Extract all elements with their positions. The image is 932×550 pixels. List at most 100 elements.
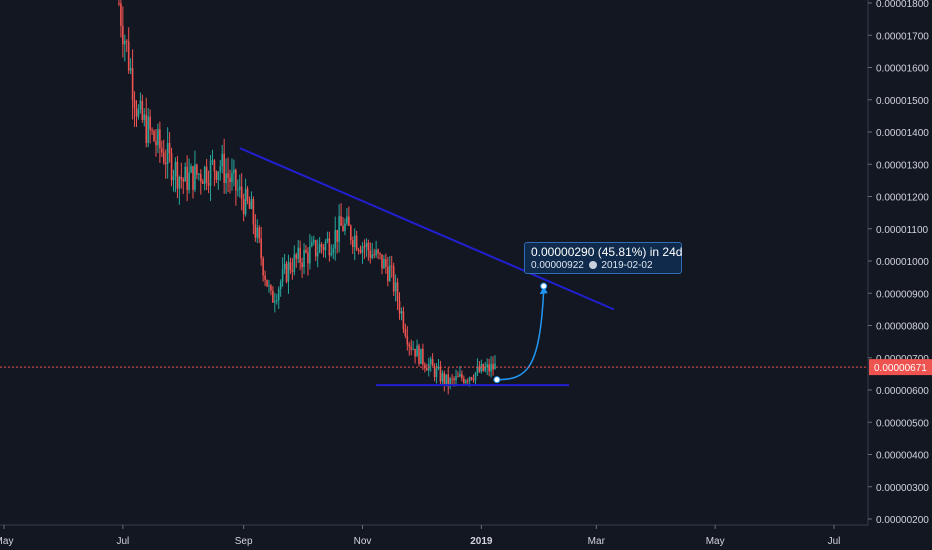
candle-body bbox=[328, 238, 331, 256]
candle-body bbox=[213, 160, 216, 172]
last-price-tag: 0.00000671 bbox=[869, 359, 932, 376]
candle-body bbox=[309, 246, 311, 264]
candle-body bbox=[425, 368, 428, 371]
candle-body bbox=[301, 262, 303, 268]
x-tick-label: May bbox=[0, 536, 13, 547]
candle-body bbox=[474, 372, 477, 381]
y-tick-label: 0.00000800 bbox=[876, 322, 929, 333]
candle-body bbox=[394, 282, 397, 292]
candle-body bbox=[494, 363, 496, 370]
candle-body bbox=[176, 161, 179, 189]
candle-body bbox=[414, 348, 416, 357]
projection-date: 2019-02-02 bbox=[601, 260, 653, 271]
candle-body bbox=[238, 186, 241, 190]
projection-start-point bbox=[493, 376, 501, 384]
candle-body bbox=[342, 225, 344, 231]
candle-body bbox=[279, 282, 282, 290]
candle-body bbox=[311, 242, 313, 247]
candle-body bbox=[412, 348, 414, 350]
candle-body bbox=[422, 348, 424, 365]
candle-body bbox=[390, 265, 393, 267]
candle-body bbox=[283, 263, 286, 269]
candle-body bbox=[472, 379, 475, 381]
candle-body bbox=[174, 161, 177, 177]
candle-body bbox=[221, 153, 224, 167]
x-axis: May Jul Sep Nov 2019 Mar May Jul bbox=[0, 524, 868, 547]
candle-body bbox=[289, 262, 292, 270]
candle-body bbox=[248, 201, 251, 209]
candle-body bbox=[170, 153, 173, 181]
candle-body bbox=[353, 235, 356, 248]
projection-label: 0.00000290 (45.81%) in 24d bbox=[531, 245, 683, 259]
candle-body bbox=[316, 252, 319, 257]
candle-body bbox=[402, 311, 405, 329]
candle-body bbox=[137, 109, 140, 117]
candle-body bbox=[461, 374, 463, 379]
candle-body bbox=[151, 129, 153, 131]
candle-body bbox=[385, 259, 387, 267]
candle-body bbox=[363, 246, 366, 248]
candle-body bbox=[371, 254, 374, 258]
candle-body bbox=[418, 345, 420, 364]
candle-body bbox=[252, 198, 255, 225]
candle-body bbox=[318, 244, 321, 253]
candle-body bbox=[182, 179, 185, 182]
candle-body bbox=[439, 366, 442, 382]
candle-body bbox=[466, 380, 469, 382]
trendlines bbox=[239, 147, 615, 387]
candle-body bbox=[476, 366, 479, 373]
candle-body bbox=[344, 223, 346, 231]
x-tick-label: 2019 bbox=[470, 536, 493, 547]
trendline-resistance bbox=[239, 147, 615, 311]
candle-body bbox=[147, 116, 149, 143]
candle-body bbox=[297, 247, 300, 259]
candle-body bbox=[369, 250, 372, 258]
candle-body bbox=[237, 189, 239, 191]
candle-body bbox=[258, 227, 261, 239]
candle-body bbox=[281, 268, 284, 283]
candle-body bbox=[305, 249, 307, 253]
candle-body bbox=[207, 183, 210, 186]
candle-body bbox=[201, 181, 204, 184]
candle-body bbox=[161, 148, 163, 153]
candle-body bbox=[250, 198, 253, 209]
candle-body bbox=[162, 152, 165, 163]
candle-body bbox=[295, 254, 298, 259]
candle-body bbox=[324, 242, 327, 251]
candle-body bbox=[159, 129, 161, 149]
candle-body bbox=[223, 153, 225, 183]
candle-body bbox=[303, 249, 305, 268]
candle-body bbox=[118, 3, 120, 4]
y-tick-label: 0.00000200 bbox=[876, 515, 929, 526]
candle-body bbox=[209, 160, 212, 186]
y-tick-label: 0.00001300 bbox=[876, 160, 929, 171]
candle-body bbox=[275, 300, 278, 302]
candle-body bbox=[449, 378, 451, 387]
projection-end-point bbox=[540, 282, 548, 290]
candle-body bbox=[431, 359, 434, 366]
candle-body bbox=[291, 269, 294, 272]
candle-body bbox=[396, 282, 399, 302]
projection-arrowhead bbox=[539, 286, 548, 295]
candle-body bbox=[192, 166, 194, 190]
candle-body bbox=[233, 169, 235, 174]
candle-body bbox=[340, 216, 342, 226]
candle-body bbox=[153, 130, 155, 142]
candle-body bbox=[194, 164, 196, 190]
candle-body bbox=[178, 176, 181, 189]
candle-body bbox=[285, 263, 288, 282]
candle-body bbox=[190, 166, 192, 173]
candle-body bbox=[355, 235, 358, 250]
candle-body bbox=[379, 253, 381, 255]
x-tick-label: May bbox=[706, 536, 725, 547]
candle-body bbox=[480, 364, 483, 372]
candle-body bbox=[231, 173, 233, 183]
candle-body bbox=[135, 108, 138, 117]
candle-body bbox=[155, 141, 157, 146]
candle-body bbox=[326, 238, 329, 243]
y-tick-label: 0.00000400 bbox=[876, 451, 929, 462]
candle-body bbox=[357, 249, 360, 251]
candle-body bbox=[429, 359, 432, 365]
y-tick-label: 0.00000600 bbox=[876, 386, 929, 397]
